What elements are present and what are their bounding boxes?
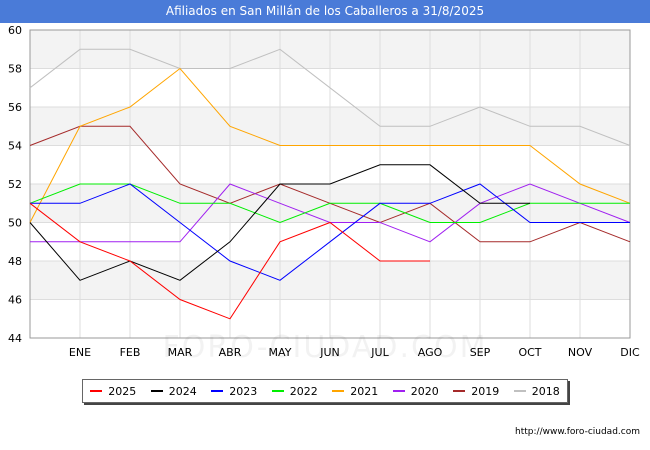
x-axis-ticks: ENE FEB MAR ABR MAY JUN JUL AGO SEP OCT NOV DIC <box>69 346 640 359</box>
series-line-2023 <box>30 183 630 281</box>
source-link[interactable]: http://www.foro-ciudad.com <box>515 427 640 437</box>
legend-item-2023: 2023 <box>211 385 257 398</box>
x-tick-label: MAY <box>269 346 292 359</box>
legend-swatch <box>271 390 284 392</box>
legend-swatch <box>150 390 163 392</box>
legend-label: 2019 <box>471 384 500 398</box>
x-tick-label: SEP <box>470 346 491 359</box>
y-tick-label: 48 <box>8 255 22 268</box>
legend-swatch <box>211 390 224 392</box>
x-tick-label: MAR <box>168 346 193 359</box>
legend-item-2019: 2019 <box>453 385 499 398</box>
series-line-2018 <box>29 48 631 146</box>
x-tick-label: ABR <box>219 346 242 359</box>
plot-frame <box>29 29 631 339</box>
chart-title: Afiliados en San Millán de los Caballero… <box>0 0 650 23</box>
legend: 2025 2024 2023 2022 2021 2020 2019 2018 <box>82 379 568 403</box>
legend-item-2022: 2022 <box>271 384 318 398</box>
series-group <box>29 48 631 320</box>
legend-label: 2022 <box>289 384 318 398</box>
x-tick-label: NOV <box>568 346 593 359</box>
series-line-2024 <box>29 164 530 281</box>
series-line-2025 <box>29 202 430 320</box>
legend-swatch <box>332 390 345 392</box>
legend-label: 2024 <box>168 384 197 398</box>
y-tick-label: 60 <box>8 24 22 37</box>
x-tick-label: FEB <box>120 346 141 359</box>
y-tick-label: 58 <box>8 63 22 76</box>
legend-label: 2018 <box>531 384 560 398</box>
legend-label: 2023 <box>229 384 258 398</box>
y-axis-ticks: 44 46 48 50 52 54 56 58 60 <box>8 24 22 345</box>
x-tick-label: DIC <box>620 346 640 359</box>
legend-swatch <box>90 390 103 392</box>
x-tick-label: JUN <box>319 346 340 359</box>
y-tick-label: 46 <box>8 294 22 307</box>
legend-item-2024: 2024 <box>150 384 197 398</box>
y-tick-label: 50 <box>8 217 22 230</box>
legend-item-2025: 2025 <box>90 385 136 398</box>
legend-item-2021: 2021 <box>332 385 378 398</box>
x-tick-label: OCT <box>518 346 541 359</box>
x-tick-label: ENE <box>69 346 91 359</box>
y-tick-label: 54 <box>8 140 22 153</box>
legend-label: 2025 <box>108 384 137 398</box>
legend-swatch <box>392 390 405 392</box>
x-tick-label: AGO <box>418 346 443 359</box>
legend-swatch <box>513 390 526 392</box>
legend-item-2020: 2020 <box>392 384 439 398</box>
legend-label: 2020 <box>410 384 439 398</box>
y-tick-label: 44 <box>8 332 22 345</box>
y-tick-label: 52 <box>8 178 22 191</box>
series-line-2021 <box>29 67 631 223</box>
legend-item-2018: 2018 <box>513 384 560 398</box>
x-tick-label: JUL <box>370 346 389 359</box>
legend-swatch <box>453 390 466 392</box>
y-tick-label: 56 <box>8 101 22 114</box>
legend-label: 2021 <box>350 384 379 398</box>
